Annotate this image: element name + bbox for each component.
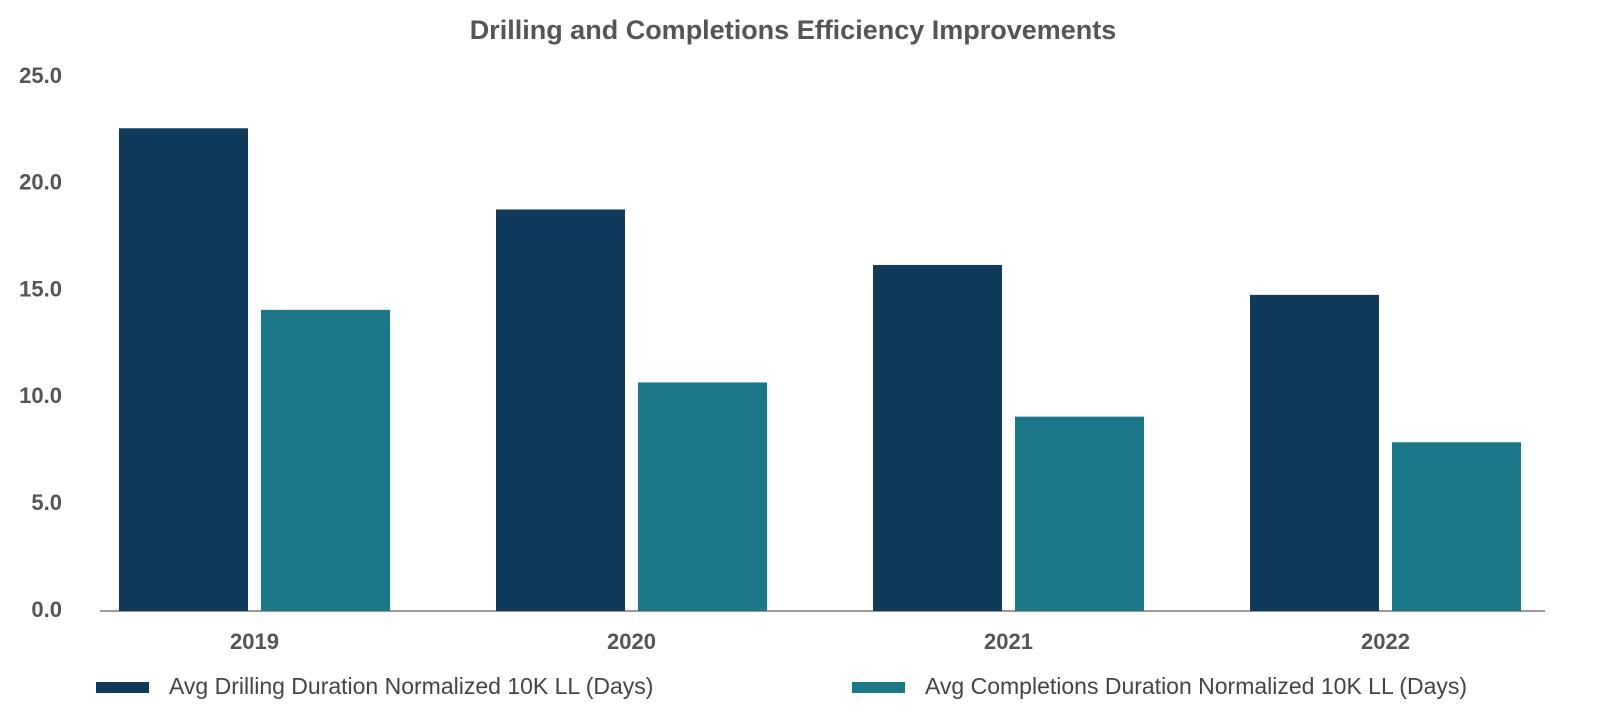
bar [496, 209, 625, 611]
legend-label: Avg Drilling Duration Normalized 10K LL … [169, 673, 653, 699]
y-tick-label: 5.0 [31, 490, 62, 515]
y-tick-label: 20.0 [19, 170, 62, 195]
y-tick-label: 15.0 [19, 276, 62, 301]
bar [1015, 416, 1144, 611]
chart-title: Drilling and Completions Efficiency Impr… [470, 15, 1117, 45]
legend-swatch [96, 682, 149, 693]
y-tick-label: 25.0 [19, 63, 62, 88]
bar [873, 264, 1002, 611]
bar [1392, 442, 1521, 611]
bar [638, 382, 767, 611]
bar [119, 128, 248, 611]
bar [261, 309, 390, 611]
x-tick-label: 2019 [230, 629, 279, 654]
legend-label: Avg Completions Duration Normalized 10K … [925, 673, 1467, 699]
y-tick-label: 0.0 [31, 597, 62, 622]
x-tick-label: 2022 [1361, 629, 1410, 654]
legend-swatch [852, 682, 905, 693]
bar [1250, 294, 1379, 611]
x-tick-label: 2020 [607, 629, 656, 654]
x-tick-label: 2021 [984, 629, 1033, 654]
y-tick-label: 10.0 [19, 383, 62, 408]
